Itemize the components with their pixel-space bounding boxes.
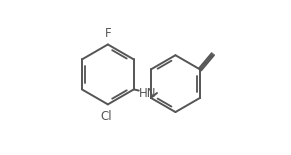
Text: HN: HN xyxy=(139,87,157,100)
Text: F: F xyxy=(105,27,112,40)
Text: Cl: Cl xyxy=(100,110,112,123)
